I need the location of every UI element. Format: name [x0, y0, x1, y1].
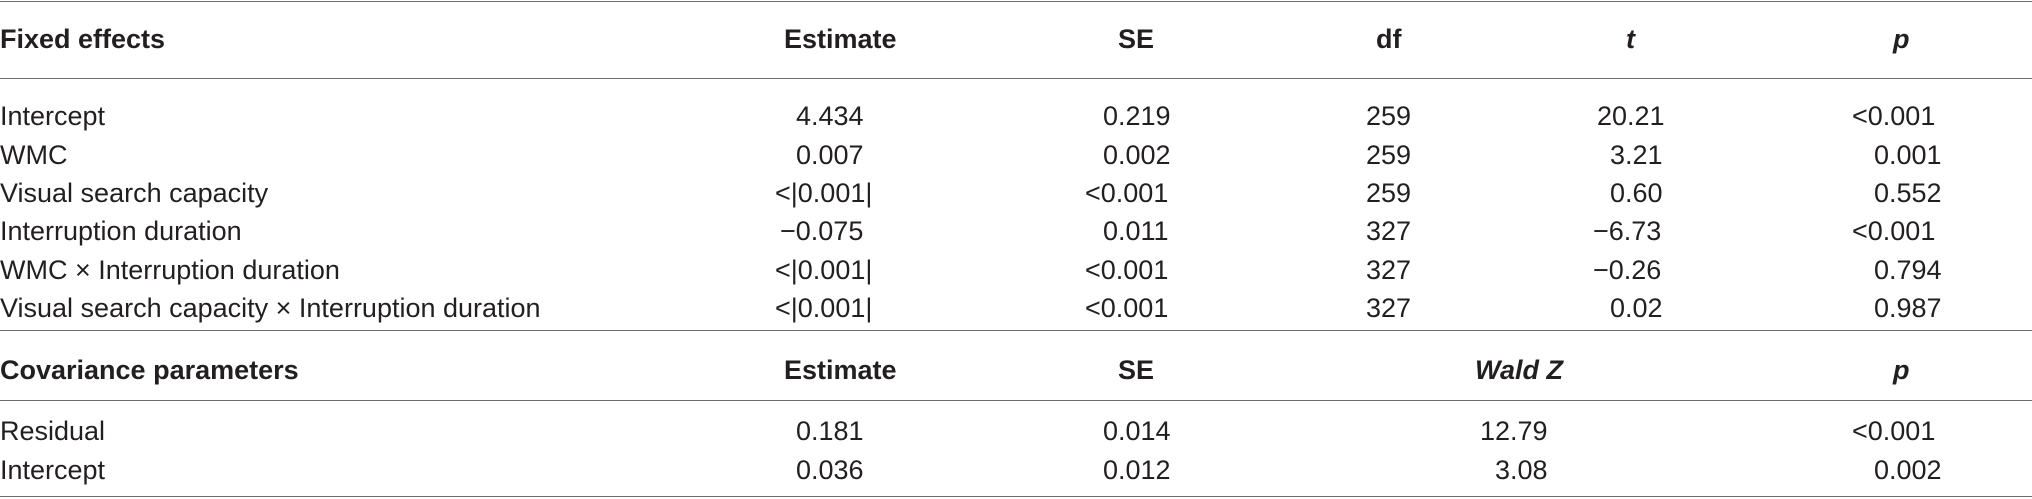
row-label: Intercept — [0, 101, 106, 131]
estimate-value: 4.434 — [796, 101, 864, 131]
df-value: 259 — [1366, 178, 1412, 208]
t-value: −0.26 — [1593, 255, 1662, 285]
section-rule — [0, 330, 2032, 331]
t-value: 0.60 — [1610, 178, 1663, 208]
se-heading: SE — [1118, 24, 1155, 54]
row-label: Residual — [0, 416, 106, 446]
se-value: <0.001 — [1085, 293, 1169, 323]
t-value: 20.21 — [1597, 101, 1665, 131]
p-value: 0.552 — [1874, 178, 1942, 208]
covariance-heading: Covariance parameters — [0, 355, 299, 385]
p-value: <0.001 — [1852, 216, 1936, 246]
top-rule — [0, 1, 2032, 2]
estimate-value: <|0.001| — [775, 293, 873, 323]
p-value: <0.001 — [1852, 416, 1936, 446]
wald-z-heading: Wald Z — [1475, 355, 1564, 385]
wald-z-value: 3.08 — [1495, 455, 1548, 485]
estimate-value: 0.007 — [796, 140, 864, 170]
row-label: WMC × Interruption duration — [0, 255, 340, 285]
t-value: 0.02 — [1610, 293, 1663, 323]
estimate-heading: Estimate — [784, 24, 897, 54]
wald-z-value: 12.79 — [1480, 416, 1548, 446]
se-value: 0.002 — [1103, 140, 1171, 170]
df-value: 327 — [1366, 255, 1412, 285]
estimate-heading: Estimate — [784, 355, 897, 385]
df-heading: df — [1376, 24, 1402, 54]
estimate-value: 0.036 — [796, 455, 864, 485]
df-value: 327 — [1366, 293, 1412, 323]
fixed-effects-heading: Fixed effects — [0, 24, 166, 54]
se-value: 0.012 — [1103, 455, 1171, 485]
t-value: 3.21 — [1610, 140, 1663, 170]
p-value: 0.001 — [1874, 140, 1942, 170]
row-label: Interruption duration — [0, 216, 242, 246]
p-heading: p — [1893, 24, 1910, 54]
se-value: <0.001 — [1085, 255, 1169, 285]
estimate-value: 0.181 — [796, 416, 864, 446]
df-value: 259 — [1366, 101, 1412, 131]
df-value: 327 — [1366, 216, 1412, 246]
df-value: 259 — [1366, 140, 1412, 170]
se-value: <0.001 — [1085, 178, 1169, 208]
estimate-value: −0.075 — [780, 216, 864, 246]
t-value: −6.73 — [1593, 216, 1662, 246]
se-heading: SE — [1118, 355, 1155, 385]
bottom-rule — [0, 496, 2032, 497]
p-value: 0.794 — [1874, 255, 1942, 285]
p-value: 0.987 — [1874, 293, 1942, 323]
t-heading: t — [1626, 24, 1635, 54]
cov-header-rule — [0, 400, 2032, 401]
se-value: 0.014 — [1103, 416, 1171, 446]
row-label: Visual search capacity — [0, 178, 269, 208]
estimate-value: <|0.001| — [775, 255, 873, 285]
se-value: 0.011 — [1103, 216, 1169, 246]
p-value: <0.001 — [1852, 101, 1936, 131]
p-value: 0.002 — [1874, 455, 1942, 485]
estimate-value: <|0.001| — [775, 178, 873, 208]
se-value: 0.219 — [1103, 101, 1171, 131]
row-label: Visual search capacity × Interruption du… — [0, 293, 541, 323]
p-heading: p — [1893, 355, 1910, 385]
row-label: Intercept — [0, 455, 106, 485]
header-rule — [0, 78, 2032, 79]
row-label: WMC — [0, 140, 68, 170]
